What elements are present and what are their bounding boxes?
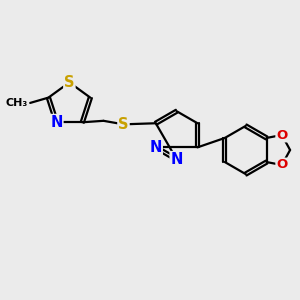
- Text: N: N: [170, 152, 183, 167]
- Text: O: O: [276, 128, 287, 142]
- Text: CH₃: CH₃: [6, 98, 28, 108]
- Text: N: N: [50, 115, 63, 130]
- Text: S: S: [118, 117, 129, 132]
- Text: S: S: [64, 75, 75, 90]
- Text: N: N: [150, 140, 162, 155]
- Text: O: O: [276, 158, 287, 172]
